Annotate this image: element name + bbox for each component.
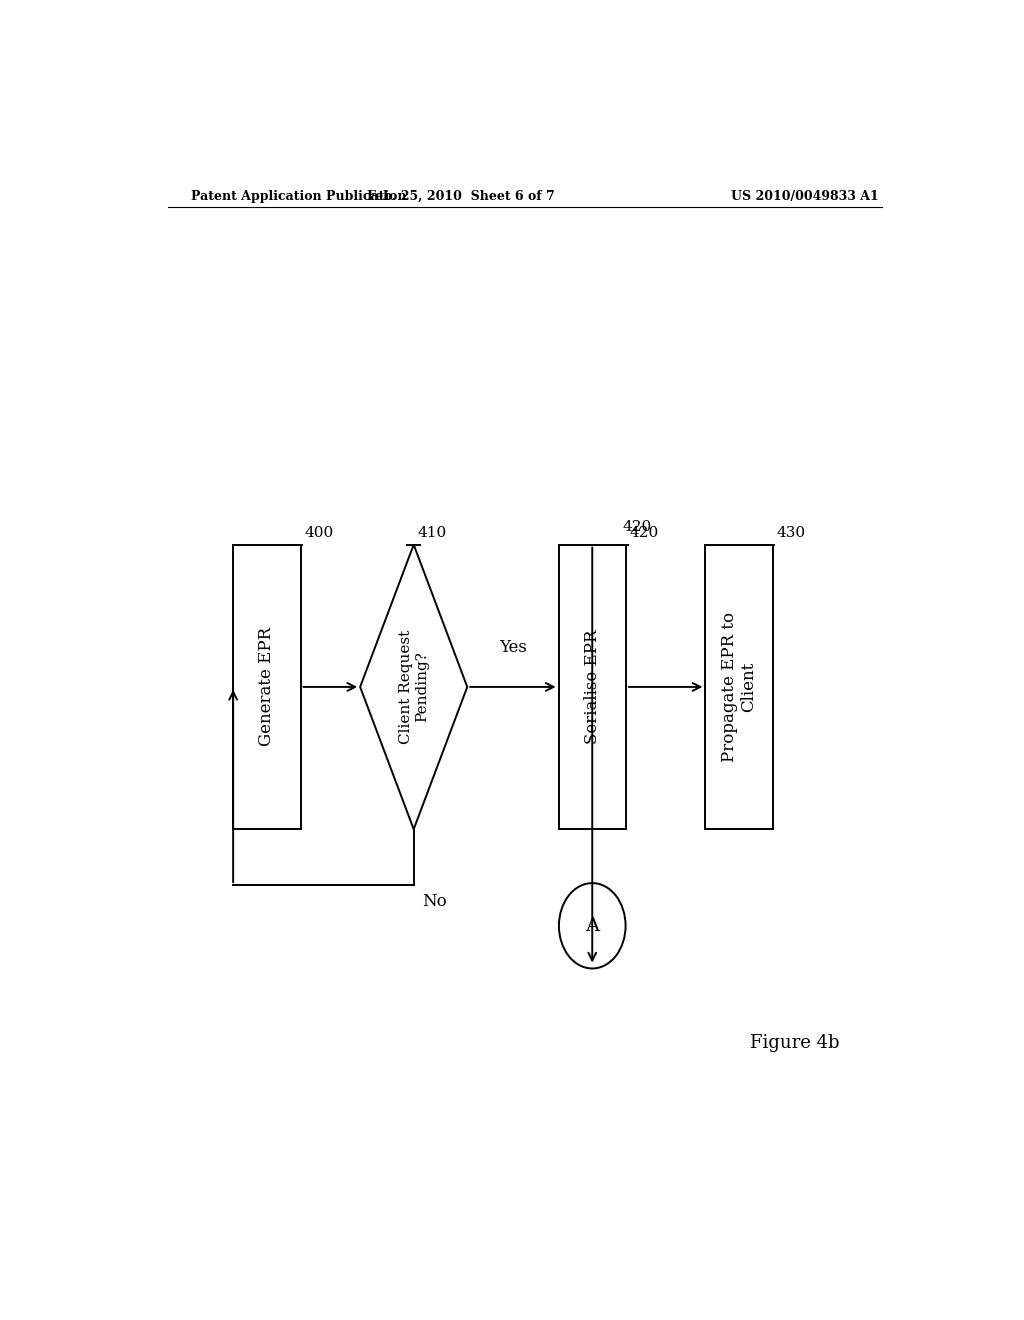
Text: Serialise EPR: Serialise EPR	[584, 630, 601, 744]
Text: No: No	[422, 894, 446, 911]
Text: 420: 420	[630, 525, 659, 540]
Text: Generate EPR: Generate EPR	[258, 627, 275, 747]
Text: US 2010/0049833 A1: US 2010/0049833 A1	[731, 190, 879, 202]
Text: 400: 400	[304, 525, 334, 540]
Text: Patent Application Publication: Patent Application Publication	[191, 190, 407, 202]
Bar	[706, 545, 773, 829]
Text: A: A	[585, 917, 599, 935]
Text: Client Request
Pending?: Client Request Pending?	[398, 630, 429, 744]
Polygon shape	[360, 545, 467, 829]
Circle shape	[559, 883, 626, 969]
Text: Yes: Yes	[499, 639, 526, 656]
Text: 420: 420	[622, 520, 651, 535]
Text: Feb. 25, 2010  Sheet 6 of 7: Feb. 25, 2010 Sheet 6 of 7	[368, 190, 555, 202]
Text: 430: 430	[777, 525, 806, 540]
Bar	[558, 545, 626, 829]
Text: 410: 410	[418, 525, 446, 540]
Text: Propagate EPR to
Client: Propagate EPR to Client	[721, 612, 758, 762]
Text: Figure 4b: Figure 4b	[750, 1034, 840, 1052]
Bar	[233, 545, 301, 829]
